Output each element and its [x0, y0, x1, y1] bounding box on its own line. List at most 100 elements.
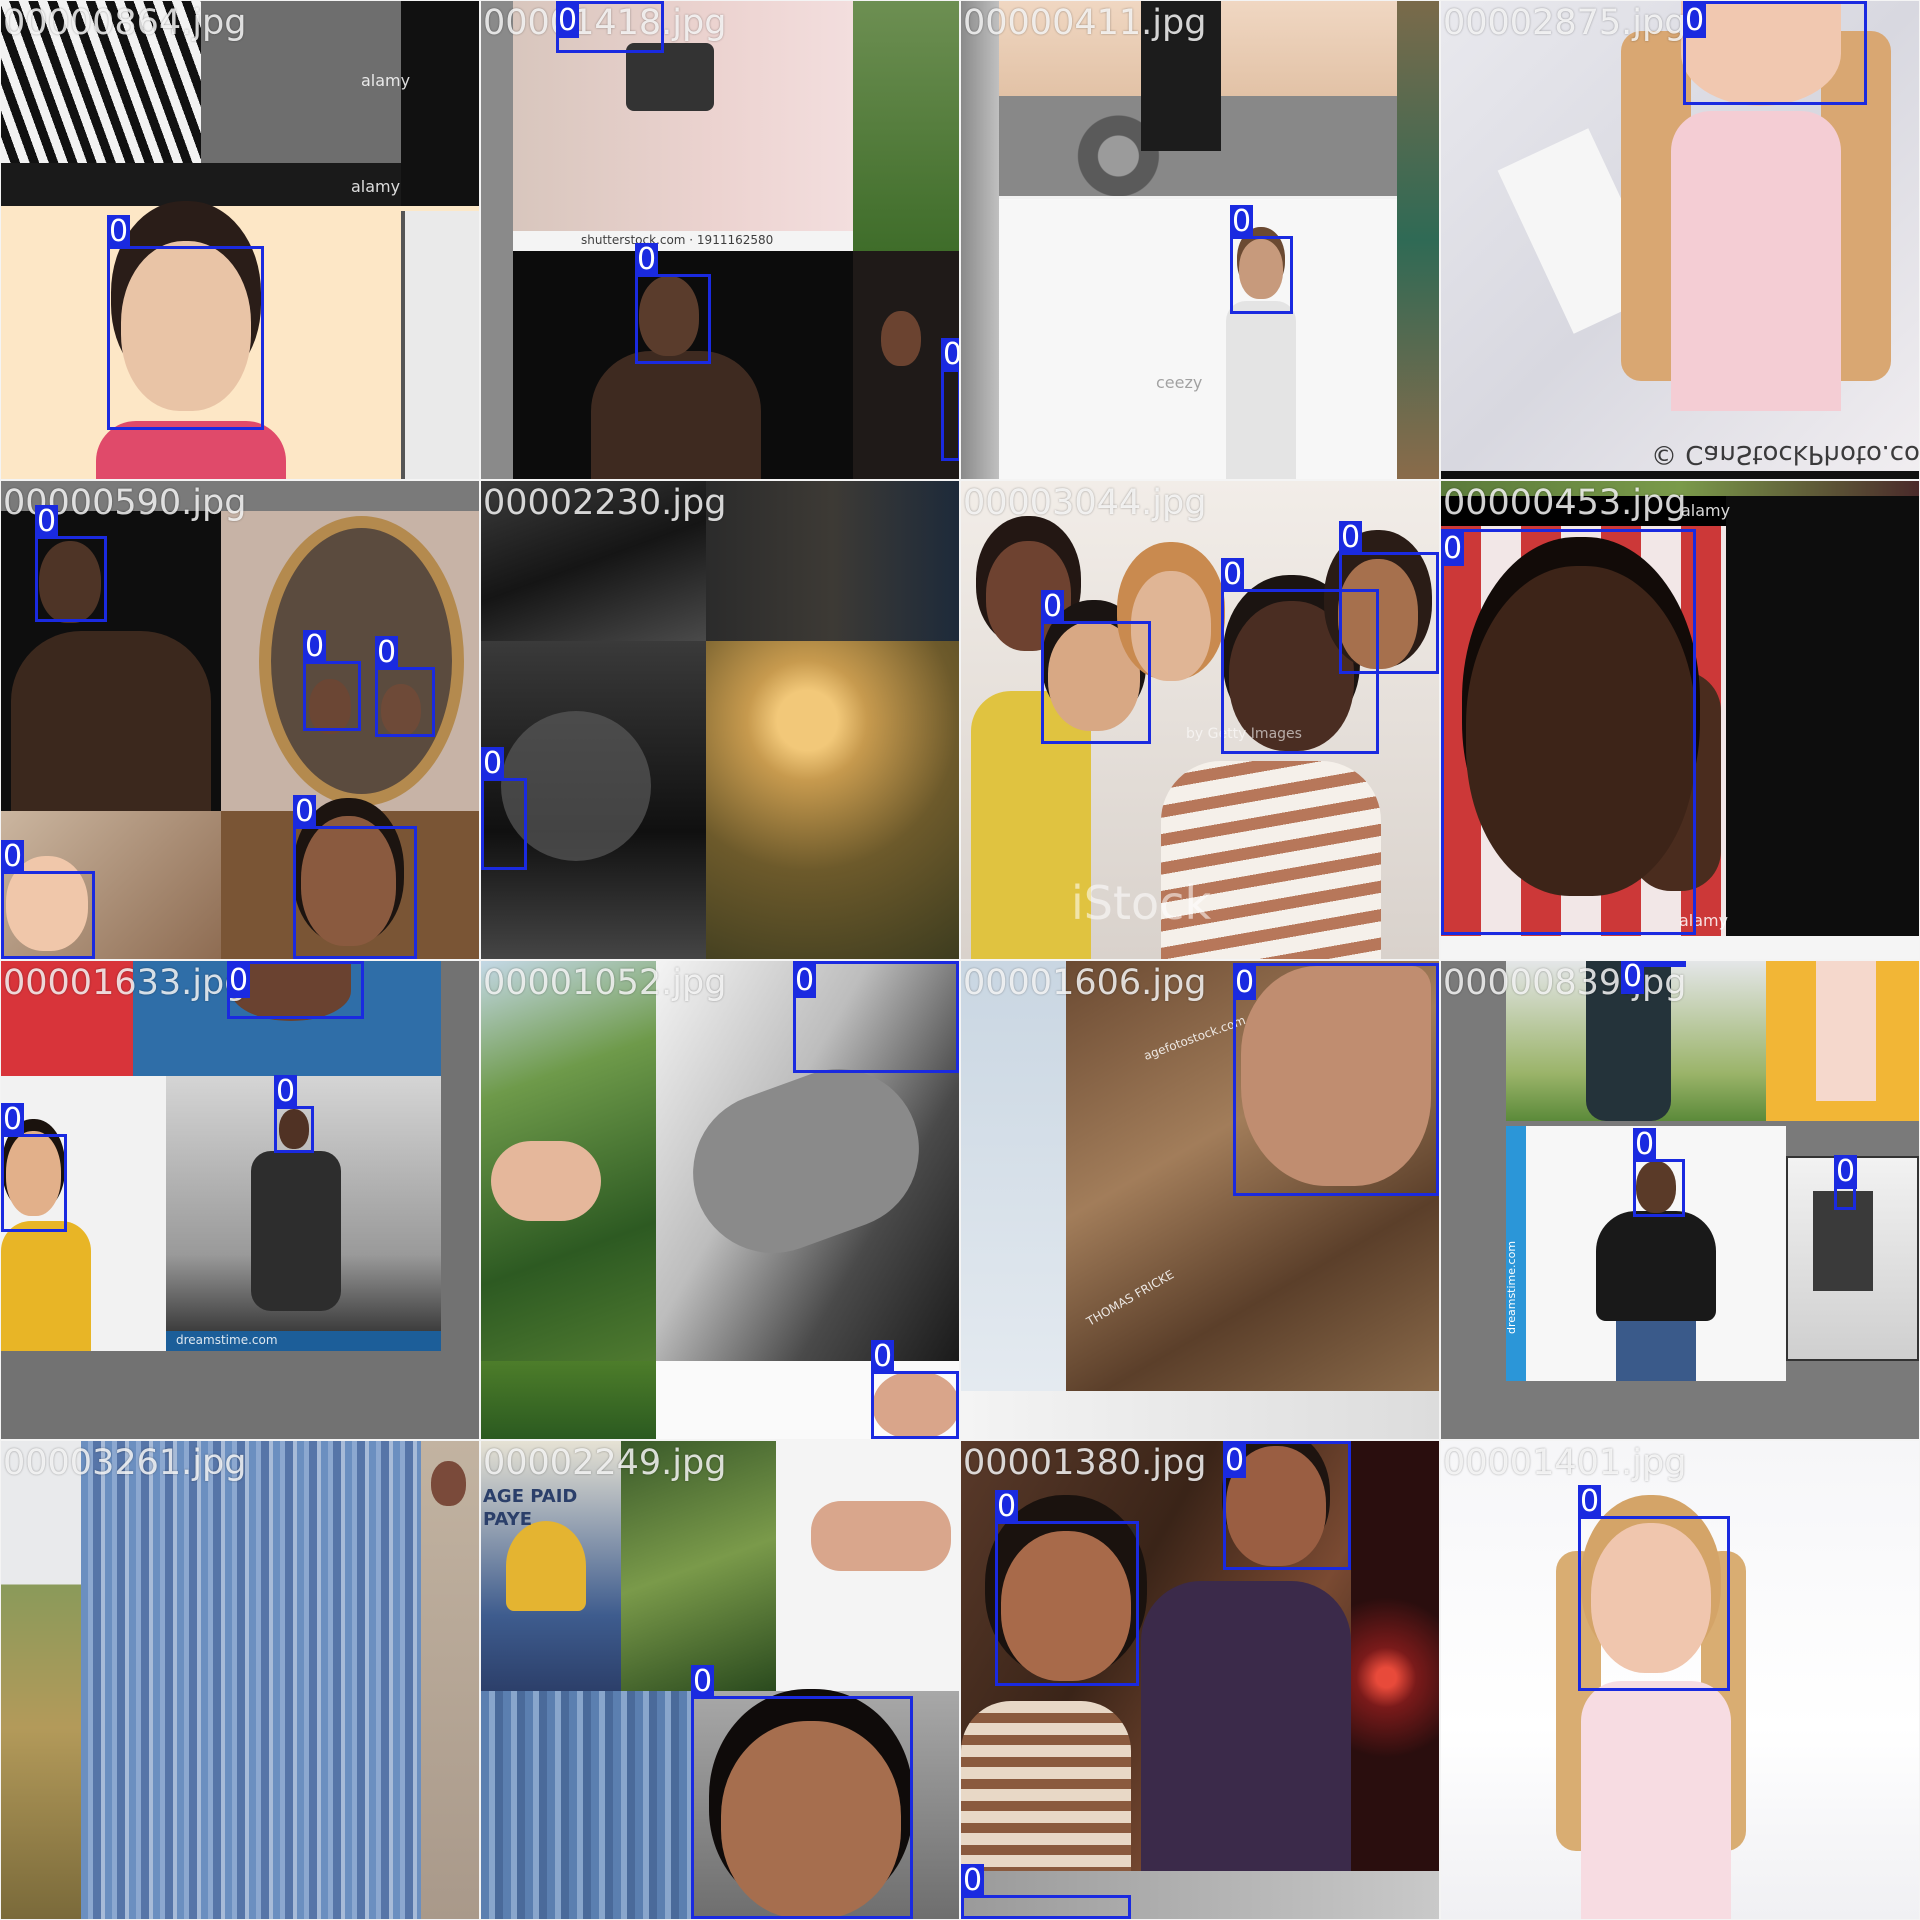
image-region	[961, 1391, 1439, 1439]
image-region	[401, 1, 479, 206]
mosaic-tile: alamy alamy 00000864.jpg 0	[1, 1, 479, 479]
face	[309, 679, 351, 734]
face-bbox: 0	[995, 1490, 1139, 1686]
mosaic-tile: iStock by Getty Images 00003044.jpg 0 0 …	[961, 481, 1439, 959]
face-bbox: 0	[375, 636, 435, 737]
face	[1681, 1, 1841, 106]
watermark: AGE PAID	[483, 1486, 578, 1507]
face	[381, 684, 421, 736]
watermark: by Getty Images	[1186, 726, 1302, 742]
bbox-class-label: 0	[1, 839, 25, 874]
image-region	[961, 1, 999, 479]
bbox-class-label: 0	[1834, 1154, 1858, 1189]
face-bbox: 0	[1441, 529, 1696, 935]
watermark: alamy	[361, 71, 411, 90]
bbox-class-label: 0	[1578, 1484, 1602, 1519]
image-region	[166, 1331, 441, 1351]
watermark: PAYE	[483, 1509, 533, 1530]
face	[1591, 1523, 1711, 1673]
mosaic-tile: agefotostock.com THOMAS FRICKE 00001606.…	[961, 961, 1439, 1439]
face	[431, 1461, 466, 1506]
image-region	[481, 1, 513, 479]
bbox-class-label: 0	[995, 1489, 1019, 1524]
face	[873, 1371, 959, 1439]
mosaic-tile: AGE PAID PAYE 00002249.jpg 0	[481, 1441, 959, 1919]
face	[1001, 1531, 1131, 1681]
image-region	[961, 961, 1066, 1391]
face-bbox: 0	[274, 1075, 314, 1153]
image-region	[481, 1691, 691, 1919]
image-region	[1, 481, 479, 511]
face-bbox: 0	[941, 338, 959, 461]
image-region	[506, 1521, 586, 1611]
watermark: alamy	[1679, 911, 1729, 930]
face	[721, 1721, 901, 1919]
mosaic-tile: shutterstock.com · 1911162580 00001418.j…	[481, 1, 959, 479]
watermark: ceezy	[1156, 373, 1203, 392]
image-region	[1141, 1, 1221, 151]
image-filename: 00002249.jpg	[483, 1443, 727, 1483]
face-bbox: 0	[1223, 1441, 1351, 1570]
face-bbox: 0	[1578, 1485, 1730, 1691]
face-bbox: 0	[1041, 590, 1151, 744]
bbox-class-label: 0	[1221, 557, 1245, 592]
bbox-class-label: 0	[274, 1074, 298, 1109]
image-region	[1, 961, 441, 1076]
image-region	[1226, 301, 1296, 479]
image-region	[401, 211, 479, 479]
image-filename: 00001052.jpg	[483, 963, 727, 1003]
bbox-class-label: 0	[1633, 1127, 1657, 1162]
bbox-class-label: 0	[941, 338, 959, 372]
face	[1239, 239, 1283, 299]
image-region	[81, 1441, 421, 1919]
bbox-class-label: 0	[1233, 965, 1257, 1000]
image-region	[853, 1, 959, 251]
face-bbox: 0	[1233, 963, 1439, 1196]
image-region	[1671, 111, 1841, 411]
image-region	[961, 1701, 1131, 1871]
face-bbox: 0	[1633, 1128, 1685, 1217]
bbox-class-label: 0	[1223, 1443, 1247, 1478]
face	[1229, 601, 1354, 751]
image-region	[1441, 471, 1919, 479]
image-filename: 00001401.jpg	[1443, 1443, 1687, 1483]
bbox-class-label: 0	[1041, 589, 1065, 624]
mosaic-tile: dreamstime.com 00000839.jpg 0 0 0	[1441, 961, 1919, 1439]
bbox-class-label: 0	[481, 746, 505, 781]
face	[39, 541, 101, 623]
image-region	[11, 631, 211, 811]
face-bbox: 0	[1621, 961, 1686, 994]
face-bbox: 0	[35, 505, 107, 622]
bbox-class-label: 0	[1441, 531, 1465, 566]
image-region	[259, 516, 464, 806]
bbox-class-label: 0	[375, 635, 399, 670]
image-region	[513, 231, 853, 251]
face-bbox: 0	[1, 840, 95, 959]
face	[1636, 1161, 1676, 1213]
bbox-class-label: 0	[107, 214, 131, 249]
bbox-class-label: 0	[35, 504, 59, 539]
image-region	[591, 351, 761, 479]
mosaic-tile: 00003261.jpg	[1, 1441, 479, 1919]
face	[121, 241, 251, 411]
image-region	[811, 1501, 951, 1571]
image-filename: 00002875.jpg	[1443, 3, 1687, 43]
face	[1048, 621, 1140, 731]
face	[231, 961, 351, 1021]
bbox-class-label: 0	[871, 1339, 895, 1374]
image-region	[1141, 1581, 1351, 1871]
mosaic-tile: © CanStockPhoto.com 00002875.jpg 0	[1441, 1, 1919, 479]
image-region	[1816, 961, 1876, 1101]
image-region	[513, 1, 853, 231]
face-bbox: 0	[871, 1340, 959, 1439]
bbox-class-label: 0	[1683, 3, 1707, 38]
face	[881, 311, 921, 366]
mosaic-tile: dreamstime.com 00001633.jpg 0 0 0	[1, 961, 479, 1439]
image-region	[96, 421, 286, 479]
bbox-class-label: 0	[635, 242, 659, 277]
face-bbox: 0	[556, 1, 664, 53]
face-bbox: 0	[227, 961, 364, 1019]
face-bbox: 0	[691, 1665, 913, 1919]
bbox-class-label: 0	[1339, 520, 1363, 555]
